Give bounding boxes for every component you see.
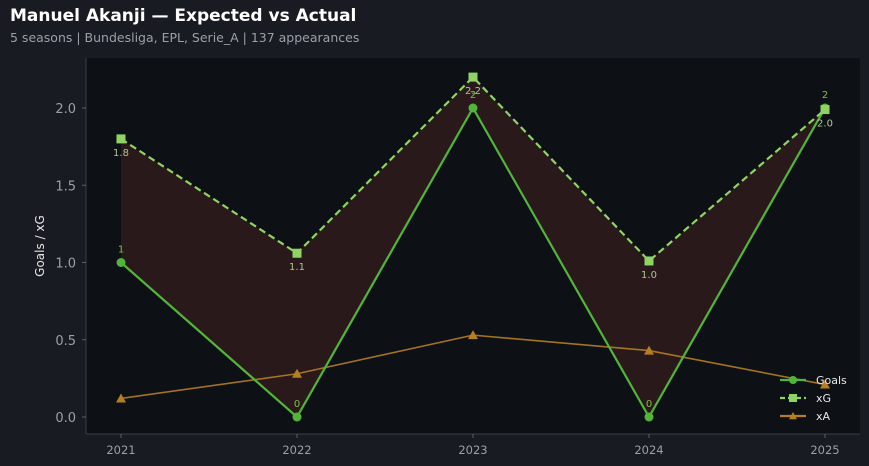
point-xa-2022 [292, 368, 302, 378]
y-tick-label-0.5: 0.5 [55, 334, 76, 349]
y-tick-label-2.0: 2.0 [55, 102, 76, 117]
data-label-xg-2023: 2.2 [465, 86, 481, 97]
data-label-xg-2025: 2.0 [817, 119, 833, 130]
data-label-xg-2024: 1.0 [641, 270, 657, 281]
point-xa-2021 [116, 393, 126, 403]
data-label-xg-2021: 1.8 [113, 148, 129, 159]
legend-label-goals: Goals [816, 374, 847, 387]
y-tick-label-0.0: 0.0 [55, 411, 76, 426]
y-axis-label: Goals / xG [33, 215, 47, 277]
point-xg-2024 [644, 256, 654, 266]
data-label-xg-2022: 1.1 [289, 262, 305, 273]
x-tick-label-2025: 2025 [810, 443, 839, 457]
data-label-goals-2021: 1 [118, 245, 124, 256]
y-tick-label-1.0: 1.0 [55, 257, 76, 272]
data-label-goals-2022: 0 [294, 399, 300, 410]
x-tick-label-2024: 2024 [634, 443, 663, 457]
y-tick-label-1.5: 1.5 [55, 179, 76, 194]
chart-title: Manuel Akanji — Expected vs Actual [10, 6, 357, 26]
point-goals-2023 [468, 103, 478, 113]
point-xa-2023 [468, 330, 478, 340]
data-label-goals-2024: 0 [646, 399, 652, 410]
point-xg-2025 [820, 105, 830, 115]
point-goals-2024 [644, 412, 654, 422]
point-goals-2021 [116, 258, 126, 267]
legend-label-xg: xG [816, 392, 831, 405]
x-tick-label-2021: 2021 [106, 443, 135, 457]
point-xg-2023 [468, 72, 478, 82]
legend-marker-xg [789, 394, 797, 402]
point-xa-2025 [820, 379, 830, 389]
overperformance-fill [121, 77, 825, 417]
x-tick-label-2023: 2023 [458, 443, 487, 457]
legend-marker-goals [789, 376, 797, 384]
legend-label-xa: xA [816, 410, 831, 423]
point-goals-2022 [292, 412, 302, 422]
legend-marker-xa [789, 412, 797, 420]
data-label-goals-2023: 2 [470, 90, 476, 101]
point-xa-2024 [644, 345, 654, 355]
point-xg-2021 [116, 134, 126, 144]
point-xg-2022 [292, 248, 302, 258]
chart-subtitle: 5 seasons | Bundesliga, EPL, Serie_A | 1… [10, 30, 360, 45]
data-label-goals-2025: 2 [822, 90, 828, 101]
x-tick-label-2022: 2022 [282, 443, 311, 457]
